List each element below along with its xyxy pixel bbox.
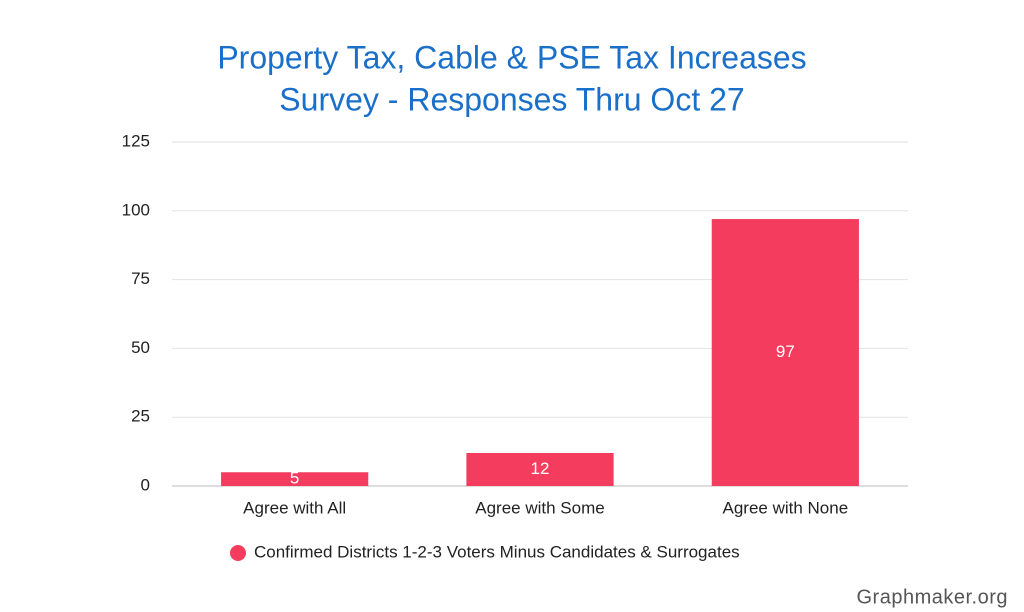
x-tick-label: Agree with None (722, 498, 848, 517)
bar (466, 452, 614, 486)
data-label: 5 (290, 469, 299, 488)
legend-marker (230, 545, 246, 561)
chart-subtitle: Survey - Responses Thru Oct 27 (279, 81, 744, 117)
y-tick-label: 0 (141, 475, 150, 494)
data-label: 12 (531, 459, 550, 478)
watermark: Graphmaker.org (856, 586, 1008, 608)
x-tick-label: Agree with Some (475, 498, 604, 517)
bar (221, 472, 369, 486)
data-label: 97 (776, 342, 795, 361)
y-tick-label: 25 (131, 407, 150, 426)
bar (711, 219, 859, 486)
y-tick-label: 100 (122, 200, 150, 219)
x-tick-label: Agree with All (243, 498, 346, 517)
y-tick-label: 75 (131, 269, 150, 288)
y-tick-label: 125 (122, 131, 150, 150)
chart-title: Property Tax, Cable & PSE Tax Increases (217, 39, 806, 75)
legend-label: Confirmed Districts 1-2-3 Voters Minus C… (254, 542, 740, 561)
y-tick-label: 50 (131, 338, 150, 357)
